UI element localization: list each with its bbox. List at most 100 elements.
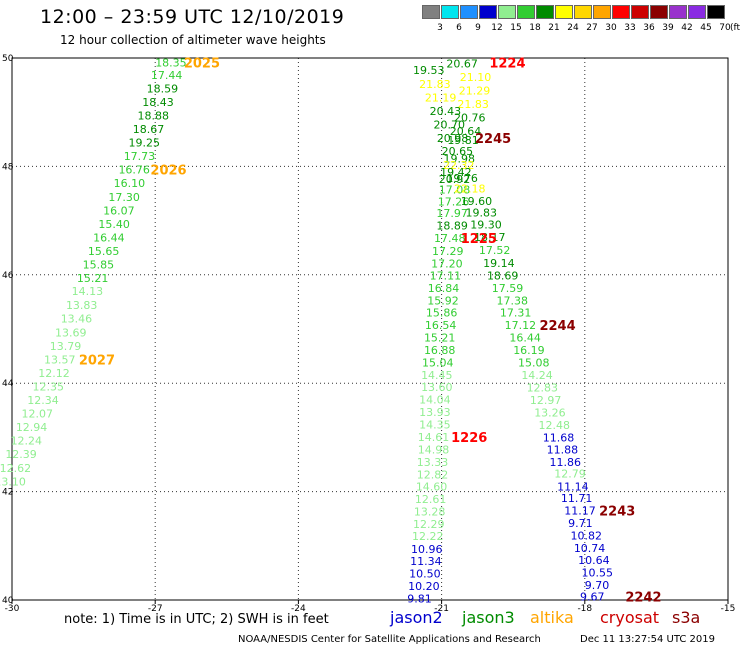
wave-height-value: 10.96 <box>411 543 443 556</box>
color-scale-swatch <box>536 5 554 19</box>
color-scale-label: 42 <box>681 23 693 33</box>
color-scale-label: 24 <box>567 23 579 33</box>
wave-height-value: 14.13 <box>72 285 104 298</box>
color-scale-label: 27 <box>586 23 598 33</box>
wave-height-value: 12.07 <box>22 408 54 421</box>
wave-height-value: 12.34 <box>27 394 59 407</box>
color-scale-swatch <box>498 5 516 19</box>
page-title: 12:00 – 23:59 UTC 12/10/2019 <box>40 6 345 28</box>
color-scale-swatch <box>650 5 668 19</box>
wave-height-value: 11.88 <box>547 443 579 456</box>
wave-height-value: 11.17 <box>564 505 596 518</box>
wave-height-value: 10.20 <box>408 580 440 593</box>
wave-height-value: 18.67 <box>133 123 165 136</box>
wave-height-value: 20.43 <box>430 105 462 118</box>
wave-height-value: 13.83 <box>66 299 98 312</box>
wave-height-value: 17.20 <box>431 257 463 270</box>
pass-time-label: 2244 <box>539 319 575 334</box>
wave-height-value: 13.46 <box>61 313 93 326</box>
wave-height-value: 10.64 <box>578 554 610 567</box>
wave-height-value: 17.08 <box>439 184 471 197</box>
wave-height-value: 19.53 <box>413 64 445 77</box>
plot-frame <box>11 57 729 601</box>
wave-height-value: 9.67 <box>580 591 605 604</box>
wave-height-value: 14.60 <box>416 481 448 494</box>
wave-height-value: 18.17 <box>474 231 506 244</box>
wave-height-value: 21.29 <box>459 85 491 98</box>
color-scale-label: 15 <box>510 23 522 33</box>
wave-height-value: 13.57 <box>44 353 76 366</box>
y-tick-label: 48 <box>2 162 14 172</box>
color-scale-swatch <box>517 5 535 19</box>
wave-height-value: 19.30 <box>470 218 502 231</box>
satellite-legend-cryosat: cryosat <box>600 608 660 627</box>
credit-line: NOAA/NESDIS Center for Satellite Applica… <box>238 634 541 645</box>
wave-height-value: 11.68 <box>543 431 575 444</box>
wave-height-value: 9.70 <box>585 579 610 592</box>
wave-height-value: 19.81 <box>447 134 479 147</box>
wave-height-value: 16.44 <box>509 332 541 345</box>
pass-time-label: 2025 <box>184 56 220 71</box>
color-scale-swatch <box>593 5 611 19</box>
color-scale-swatch <box>441 5 459 19</box>
wave-height-value: 13.60 <box>421 381 453 394</box>
wave-height-value: 17.59 <box>492 282 523 295</box>
wave-height-value: 17.73 <box>124 150 156 163</box>
wave-height-value: 17.30 <box>108 191 139 204</box>
wave-height-value: 12.24 <box>11 435 43 448</box>
wave-height-value: 15.04 <box>422 357 454 370</box>
wave-height-value: 13.93 <box>419 406 451 419</box>
wave-height-value: 14.35 <box>419 418 451 431</box>
pass-time-label: 2243 <box>599 505 635 520</box>
y-tick-label: 46 <box>2 271 14 281</box>
wave-height-value: 12.39 <box>5 448 37 461</box>
color-scale-label: 12 <box>491 23 503 33</box>
wave-height-value: 17.31 <box>500 307 532 320</box>
color-scale-swatch <box>707 5 725 19</box>
wave-height-value: 17.38 <box>496 294 528 307</box>
wave-height-value: 15.86 <box>426 307 458 320</box>
wave-height-value: 18.43 <box>142 96 174 109</box>
wave-height-value: 13.26 <box>534 406 566 419</box>
y-tick-label: 42 <box>2 488 13 498</box>
pass-time-label: 2026 <box>150 164 186 179</box>
wave-height-value: 19.60 <box>461 195 493 208</box>
pass-time-label: 2027 <box>79 353 115 368</box>
wave-height-value: 12.48 <box>538 419 570 432</box>
wave-height-value: 14.04 <box>419 393 451 406</box>
wave-height-value: 11.86 <box>549 456 581 469</box>
wave-height-value: 15.65 <box>88 245 120 258</box>
wave-height-value: 15.40 <box>98 218 130 231</box>
x-tick-label: -15 <box>721 604 736 614</box>
wave-height-value: 13.79 <box>50 340 82 353</box>
wave-height-value: 20.92 <box>439 173 471 186</box>
color-scale-label: 18 <box>529 23 541 33</box>
color-scale-label: 30 <box>605 23 617 33</box>
color-scale-swatch <box>460 5 478 19</box>
color-scale-swatch <box>612 5 630 19</box>
wave-height-value: 14.45 <box>421 369 453 382</box>
x-tick-label: -24 <box>291 604 306 614</box>
color-scale-label: 6 <box>456 23 462 33</box>
wave-height-value: 16.54 <box>425 319 457 332</box>
wave-height-value: 21.83 <box>419 78 451 91</box>
color-scale-swatch <box>669 5 687 19</box>
wave-height-value: 18.88 <box>138 109 170 122</box>
wave-height-value: 16.76 <box>118 164 150 177</box>
wave-height-value: 12.79 <box>554 468 586 481</box>
wave-height-value: 18.89 <box>436 219 468 232</box>
wave-height-value: 12.62 <box>0 462 31 475</box>
pass-time-label: 1226 <box>451 431 487 446</box>
wave-height-value: 10.50 <box>409 567 441 580</box>
y-tick-label: 44 <box>2 379 14 389</box>
wave-height-value: 12.83 <box>527 382 559 395</box>
color-scale-swatch <box>688 5 706 19</box>
wave-height-value: 18.69 <box>487 269 519 282</box>
wave-height-value: 15.08 <box>518 357 550 370</box>
wave-height-value: 19.25 <box>128 137 160 150</box>
wave-height-value: 13.33 <box>417 456 449 469</box>
wave-height-value: 9.71 <box>568 517 593 530</box>
wave-height-value: 12.12 <box>38 367 70 380</box>
wave-height-value: 17.44 <box>151 69 183 82</box>
wave-height-value: 22.18 <box>454 183 486 196</box>
